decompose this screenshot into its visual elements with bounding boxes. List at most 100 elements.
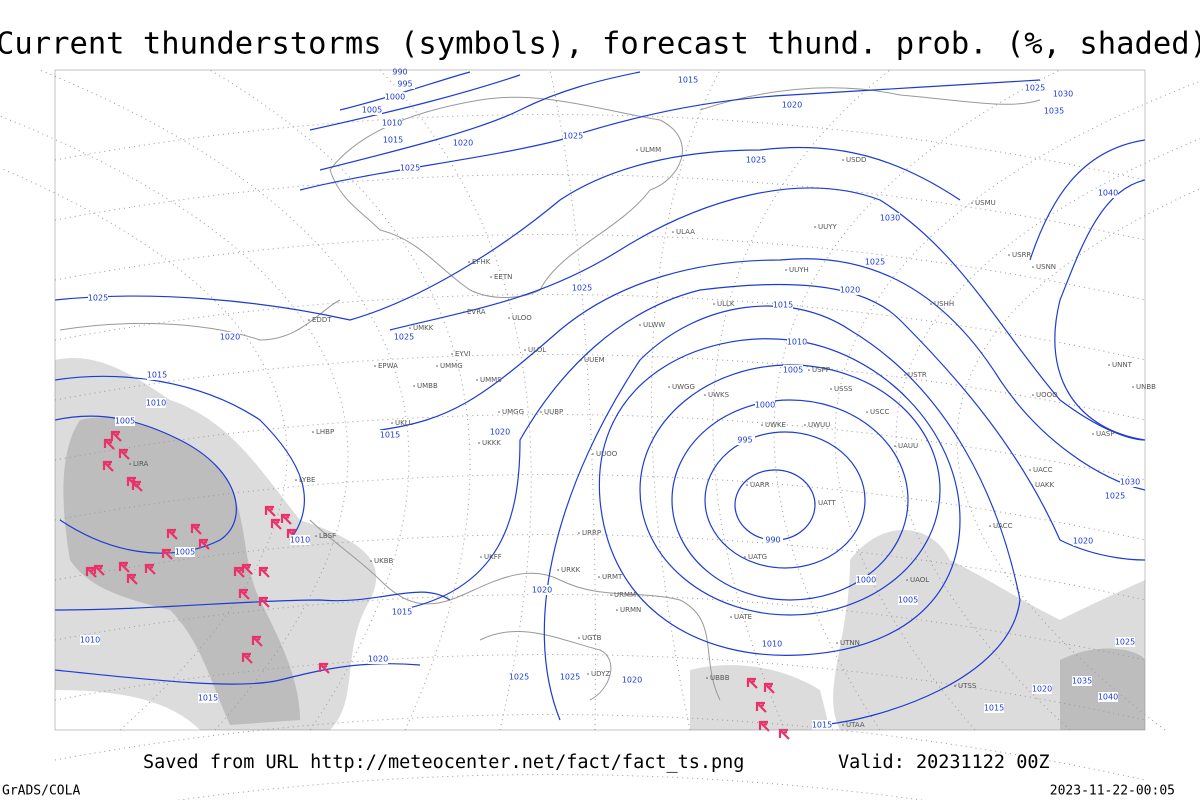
isobar-label: 1015 [383, 136, 403, 145]
station-dot [413, 385, 415, 387]
isobar-label: 1005 [783, 366, 803, 375]
isobar-label-bg [490, 427, 510, 437]
isobar-label: 1005 [898, 596, 918, 605]
station-dot [814, 502, 816, 504]
station-code: EVRA [467, 308, 486, 316]
station-code: UMBB [417, 382, 438, 390]
station-code: EDDT [312, 316, 332, 324]
probability-shading-high [63, 417, 1145, 730]
isobar-label-bg [532, 585, 552, 595]
station-dot [616, 609, 618, 611]
station-dot [866, 411, 868, 413]
isobar-label: 1015 [984, 704, 1004, 713]
isobar-label: 1020 [453, 139, 473, 148]
meridian [773, 69, 1061, 731]
isobar-label-bg [678, 75, 698, 85]
isobar-label: 1035 [1044, 107, 1064, 116]
station-dot [954, 685, 956, 687]
station-code: URRP [582, 529, 601, 537]
isobar-label: 1025 [1025, 84, 1045, 93]
isobar-label-bg [856, 575, 876, 585]
station-code: UTAA [846, 721, 865, 729]
thunderstorm-symbol [131, 480, 143, 492]
station-dot [906, 579, 908, 581]
isobar-label-bg [383, 135, 403, 145]
isobar-label: 1025 [563, 132, 583, 141]
station-code: USMU [975, 199, 996, 207]
station-code: UBBB [710, 674, 730, 682]
station-code: UATG [748, 553, 767, 561]
meridian [0, 115, 349, 731]
station-dot [785, 269, 787, 271]
station-code: LIRA [133, 460, 149, 468]
station-dot [814, 226, 816, 228]
station-code: UAUU [898, 442, 918, 450]
isobar-label-bg [840, 285, 860, 295]
station-code: ULWW [643, 321, 665, 329]
station-code: LHBP [316, 428, 334, 436]
station-dot [463, 311, 465, 313]
station-dot [587, 673, 589, 675]
isobar-label: 1025 [572, 284, 592, 293]
meridian [712, 69, 891, 731]
station-dot [636, 149, 638, 151]
station-dot [580, 359, 582, 361]
isobar-label-bg [1072, 676, 1092, 686]
isobar-label: 1025 [746, 156, 766, 165]
thunderstorm-symbol [190, 523, 202, 535]
isobar-label: 1040 [1098, 189, 1118, 198]
isobar-label: 1020 [220, 333, 240, 342]
station-code: UTNN [840, 639, 860, 647]
thunderstorm-symbol [241, 652, 253, 664]
station-dot [830, 388, 832, 390]
station-code: UUOO [596, 450, 618, 458]
station-code: UNNT [1112, 361, 1133, 369]
isobar-label-bg [1073, 536, 1093, 546]
isobar-label: 1025 [560, 673, 580, 682]
station-dot [1092, 433, 1094, 435]
station-dot [476, 379, 478, 381]
thunderstorm-symbol [258, 566, 270, 578]
station-dot [478, 442, 480, 444]
station-dot [490, 276, 492, 278]
isobar-label-bg [390, 67, 410, 77]
thunderstorm-symbol [280, 513, 292, 525]
station-code: UMMS [480, 376, 502, 384]
station-code: UUBP [544, 408, 563, 416]
isobar-label-bg [1105, 491, 1125, 501]
station-code: UNBB [1136, 383, 1156, 391]
thunderstorm-symbol [198, 538, 210, 550]
thunderstorm-symbol [103, 438, 115, 450]
station-code: UKKK [482, 439, 501, 447]
meridian [834, 80, 1200, 731]
isobar-label-bg [290, 535, 310, 545]
isobar-label-bg [773, 300, 793, 310]
station-code: UKBB [374, 557, 394, 565]
isobar-label: 1010 [787, 338, 807, 347]
thunderstorm-symbol [258, 596, 270, 608]
isobar-label-bg [563, 131, 583, 141]
station-code: UWUU [808, 421, 830, 429]
isobar-label-bg [812, 720, 832, 730]
isobar-label-bg [380, 430, 400, 440]
station-code: EFHK [472, 258, 491, 266]
thunderstorm-symbol [758, 720, 770, 732]
station-code: UUYH [789, 266, 809, 274]
isobar-label-bg [400, 163, 420, 173]
isobar-label-bg [115, 416, 135, 426]
station-code: UWKE [765, 421, 786, 429]
station-dot [315, 535, 317, 537]
isobar-label: 1030 [1120, 478, 1140, 487]
isobar-label-bg [80, 635, 100, 645]
station-dot [498, 411, 500, 413]
thunderstorm-symbol [778, 728, 790, 740]
station-code: URKK [561, 566, 581, 574]
station-dot [746, 484, 748, 486]
station-code: USHH [934, 300, 954, 308]
isobar-label: 1015 [678, 76, 698, 85]
isobar-label-bg [865, 257, 885, 267]
station-code: ULOL [528, 346, 546, 354]
station-dot [836, 642, 838, 644]
